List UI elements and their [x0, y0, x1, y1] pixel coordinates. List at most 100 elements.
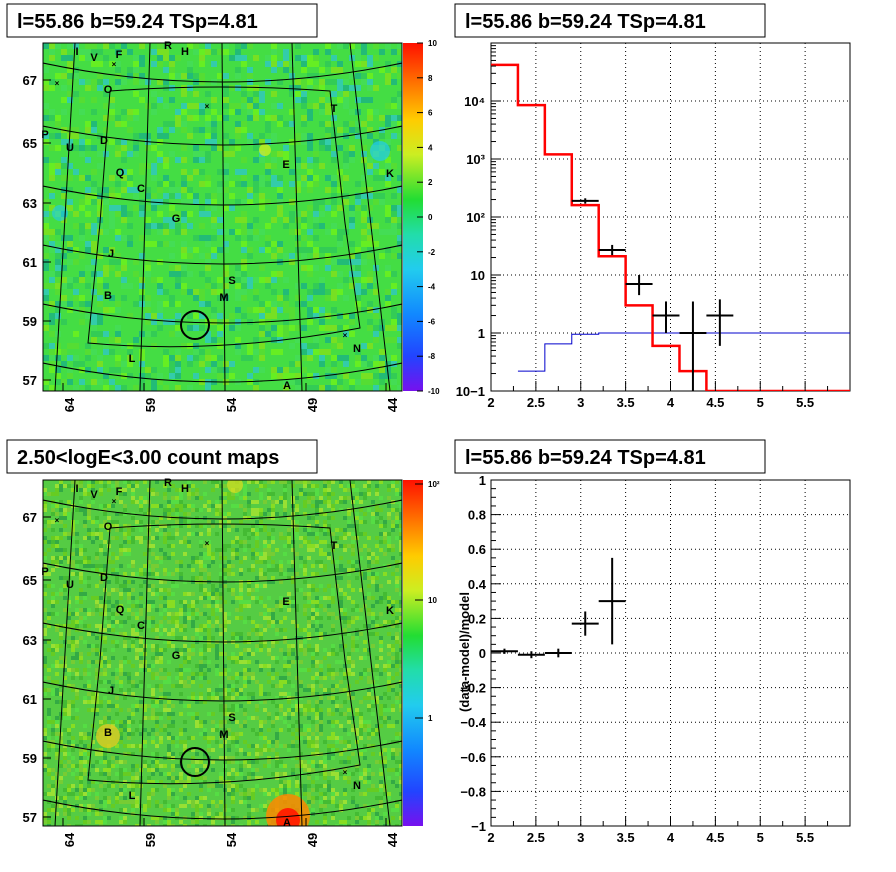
spectrum-xtick-label: 2	[487, 395, 494, 410]
source-marker: ×	[112, 60, 117, 69]
source-label-D: D	[100, 572, 108, 584]
map-xtick-label: 49	[305, 398, 320, 412]
source-label-L: L	[129, 353, 136, 365]
component-series-line	[517, 332, 850, 372]
colorbar-tick-label: 10	[428, 39, 437, 48]
survey-boundary	[87, 523, 361, 785]
source-marker: ×	[112, 497, 117, 506]
residual-ytick-label: 0.8	[468, 508, 486, 523]
spectrum-xtick-label: 2.5	[527, 395, 545, 410]
colorbar-tick-label: 1	[428, 714, 433, 723]
source-label-O: O	[104, 521, 113, 533]
title-bottom-left-text: 2.50<logE<3.00 count maps	[17, 447, 279, 469]
source-label-H: H	[181, 46, 189, 58]
map-ytick-label: 67	[23, 510, 37, 525]
residual-ytick-label: 0.4	[468, 577, 487, 592]
source-top-blob	[227, 480, 243, 493]
colorbar-tick-label: -6	[428, 317, 436, 326]
spectrum-ytick-label: 10	[471, 268, 485, 283]
map-ytick-label: 59	[23, 751, 37, 766]
colorbar-tick-label: 10	[428, 596, 437, 605]
source-label-U: U	[66, 579, 74, 591]
residual-xtick-label: 4.5	[706, 830, 724, 845]
source-marker: ×	[55, 516, 60, 525]
source-label-A: A	[283, 380, 291, 392]
residual-ytick-label: −1	[471, 819, 486, 834]
source-label-V: V	[90, 52, 98, 64]
residual-ytick-label: 0.6	[468, 542, 486, 557]
residual-ylabel: (data-model)/model	[457, 592, 472, 712]
title-top-left-text: l=55.86 b=59.24 TSp=4.81	[17, 11, 258, 33]
source-label-S: S	[228, 712, 235, 724]
source-marker: ×	[205, 102, 210, 111]
source-label-P: P	[41, 129, 48, 141]
map-xtick-label: 49	[305, 833, 320, 847]
source-B-blob	[96, 724, 120, 748]
latitude-line	[43, 799, 402, 820]
colorbar-tick-label: 0	[428, 213, 433, 222]
residual-ytick-label: 0.2	[468, 611, 486, 626]
map-ytick-label: 65	[23, 136, 37, 151]
map-xtick-label: 54	[224, 832, 239, 847]
source-label-D: D	[100, 135, 108, 147]
source-label-U: U	[66, 142, 74, 154]
source-label-V: V	[90, 489, 98, 501]
spectrum-ytick-label: 10⁴	[464, 94, 485, 109]
longitude-line	[139, 43, 151, 391]
source-label-C: C	[137, 183, 145, 195]
source-label-L: L	[129, 790, 136, 802]
source-label-I: I	[75, 46, 78, 58]
source-label-J: J	[108, 685, 114, 697]
residual-map: 64 59 54 49 44 67 65 63 61 59 57 I V F R H O T P U D E K QC G J S…	[23, 40, 403, 412]
source-label-C: C	[137, 620, 145, 632]
residual-xtick-label: 4	[667, 830, 675, 845]
spectrum-xtick-label: 3	[577, 395, 584, 410]
source-marker: ×	[343, 331, 348, 340]
residual-ytick-label: 1	[479, 473, 486, 488]
map-ytick-label: 67	[23, 73, 37, 88]
title-bottom-right: l=55.86 b=59.24 TSp=4.81	[454, 439, 766, 474]
latitude-line	[43, 185, 402, 206]
map-ytick-label: 61	[23, 692, 37, 707]
spectrum-xtick-label: 3.5	[617, 395, 635, 410]
map-ytick-label: 65	[23, 573, 37, 588]
residual-xtick-label: 3.5	[617, 830, 635, 845]
source-label-H: H	[181, 483, 189, 495]
residual-ytick-label: 0	[479, 646, 486, 661]
longitude-line	[139, 480, 151, 826]
colorbar-counts: 10² 10 1	[403, 480, 440, 826]
source-label-E: E	[282, 596, 289, 608]
map-ytick-label: 57	[23, 373, 37, 388]
spectrum-xtick-label: 5	[757, 395, 764, 410]
target-circle	[180, 747, 210, 777]
colorbar-tick-label: -10	[428, 387, 440, 396]
source-label-B: B	[104, 727, 112, 739]
title-bottom-right-text: l=55.86 b=59.24 TSp=4.81	[465, 447, 706, 469]
residual-ytick-label: −0.2	[460, 681, 486, 696]
source-label-J: J	[108, 248, 114, 260]
source-label-I: I	[75, 483, 78, 495]
longitude-line	[291, 43, 303, 391]
source-label-P: P	[41, 566, 48, 578]
residual-ytick-label: −0.6	[460, 750, 486, 765]
map-ytick-label: 63	[23, 196, 37, 211]
latitude-line	[43, 622, 402, 643]
source-label-Q: Q	[116, 604, 125, 616]
count-map: 64 59 54 49 44 67 65 63 61 59 57 I V F R H O T P U D E K QC G J S…	[23, 477, 403, 847]
source-label-R: R	[164, 477, 172, 489]
map-xtick-label: 59	[143, 833, 158, 847]
source-label-B: B	[104, 290, 112, 302]
map-ytick-label: 61	[23, 255, 37, 270]
source-marker: ×	[343, 768, 348, 777]
source-label-N: N	[353, 343, 361, 355]
latitude-line	[43, 244, 402, 265]
map-xtick-label: 64	[62, 397, 77, 412]
survey-boundary	[87, 86, 361, 348]
title-top-left: l=55.86 b=59.24 TSp=4.81	[6, 3, 318, 38]
title-top-right: l=55.86 b=59.24 TSp=4.81	[454, 3, 766, 38]
source-label-A: A	[283, 817, 291, 829]
map-xtick-label: 44	[385, 832, 400, 847]
target-circle	[180, 310, 210, 340]
spectrum-ytick-label: 1	[478, 326, 485, 341]
